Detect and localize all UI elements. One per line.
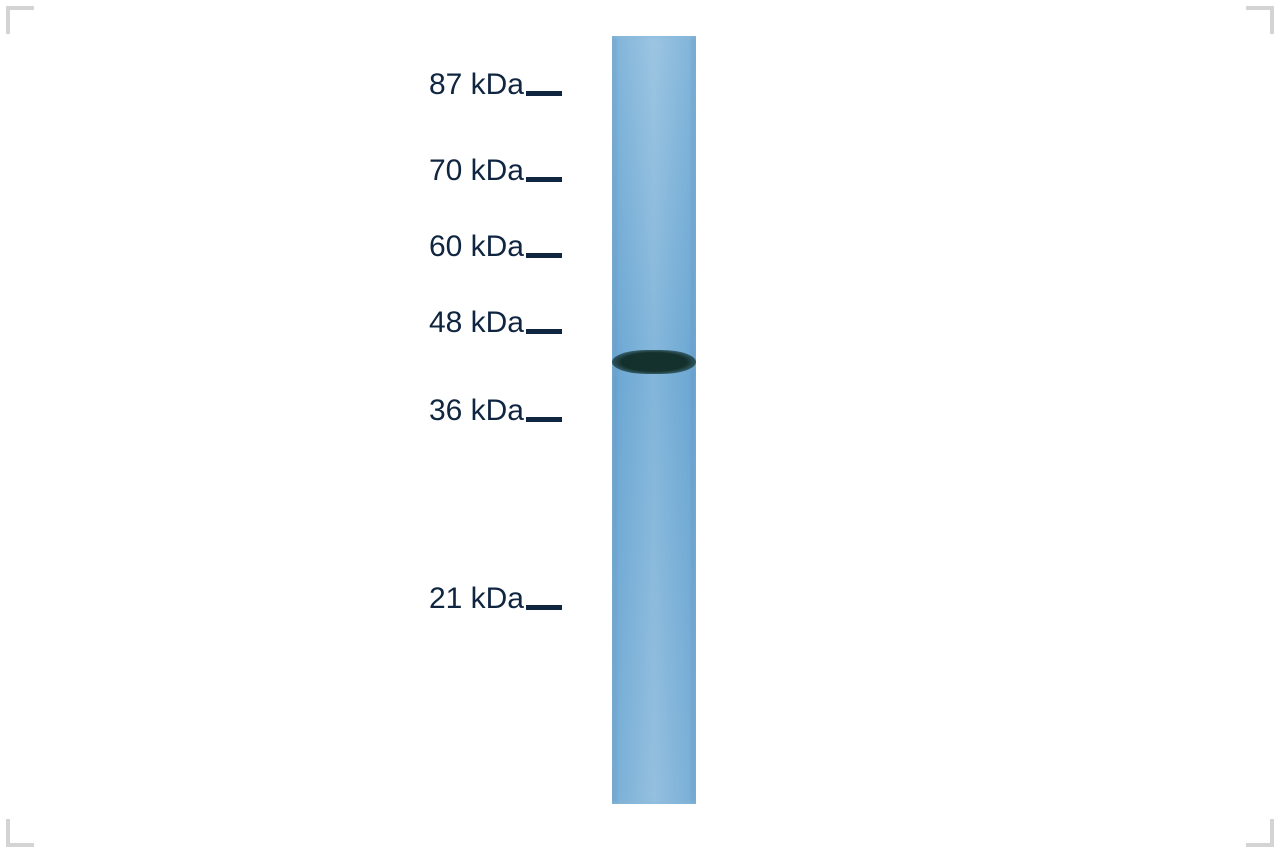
marker-tick-1 — [526, 177, 562, 182]
marker-tick-3 — [526, 329, 562, 334]
frame-corner-tl — [6, 6, 34, 34]
marker-tick-5 — [526, 605, 562, 610]
marker-label-0: 87 kDa — [344, 68, 524, 102]
frame-corner-bl — [6, 819, 34, 847]
marker-label-5: 21 kDa — [344, 582, 524, 616]
frame-corner-br — [1246, 819, 1274, 847]
marker-label-2: 60 kDa — [344, 230, 524, 264]
marker-tick-2 — [526, 253, 562, 258]
marker-tick-0 — [526, 91, 562, 96]
frame-corner-tr — [1246, 6, 1274, 34]
blot-lane — [612, 36, 696, 804]
primary-band — [612, 350, 696, 374]
marker-label-3: 48 kDa — [344, 306, 524, 340]
marker-label-1: 70 kDa — [344, 154, 524, 188]
marker-label-4: 36 kDa — [344, 394, 524, 428]
marker-tick-4 — [526, 417, 562, 422]
